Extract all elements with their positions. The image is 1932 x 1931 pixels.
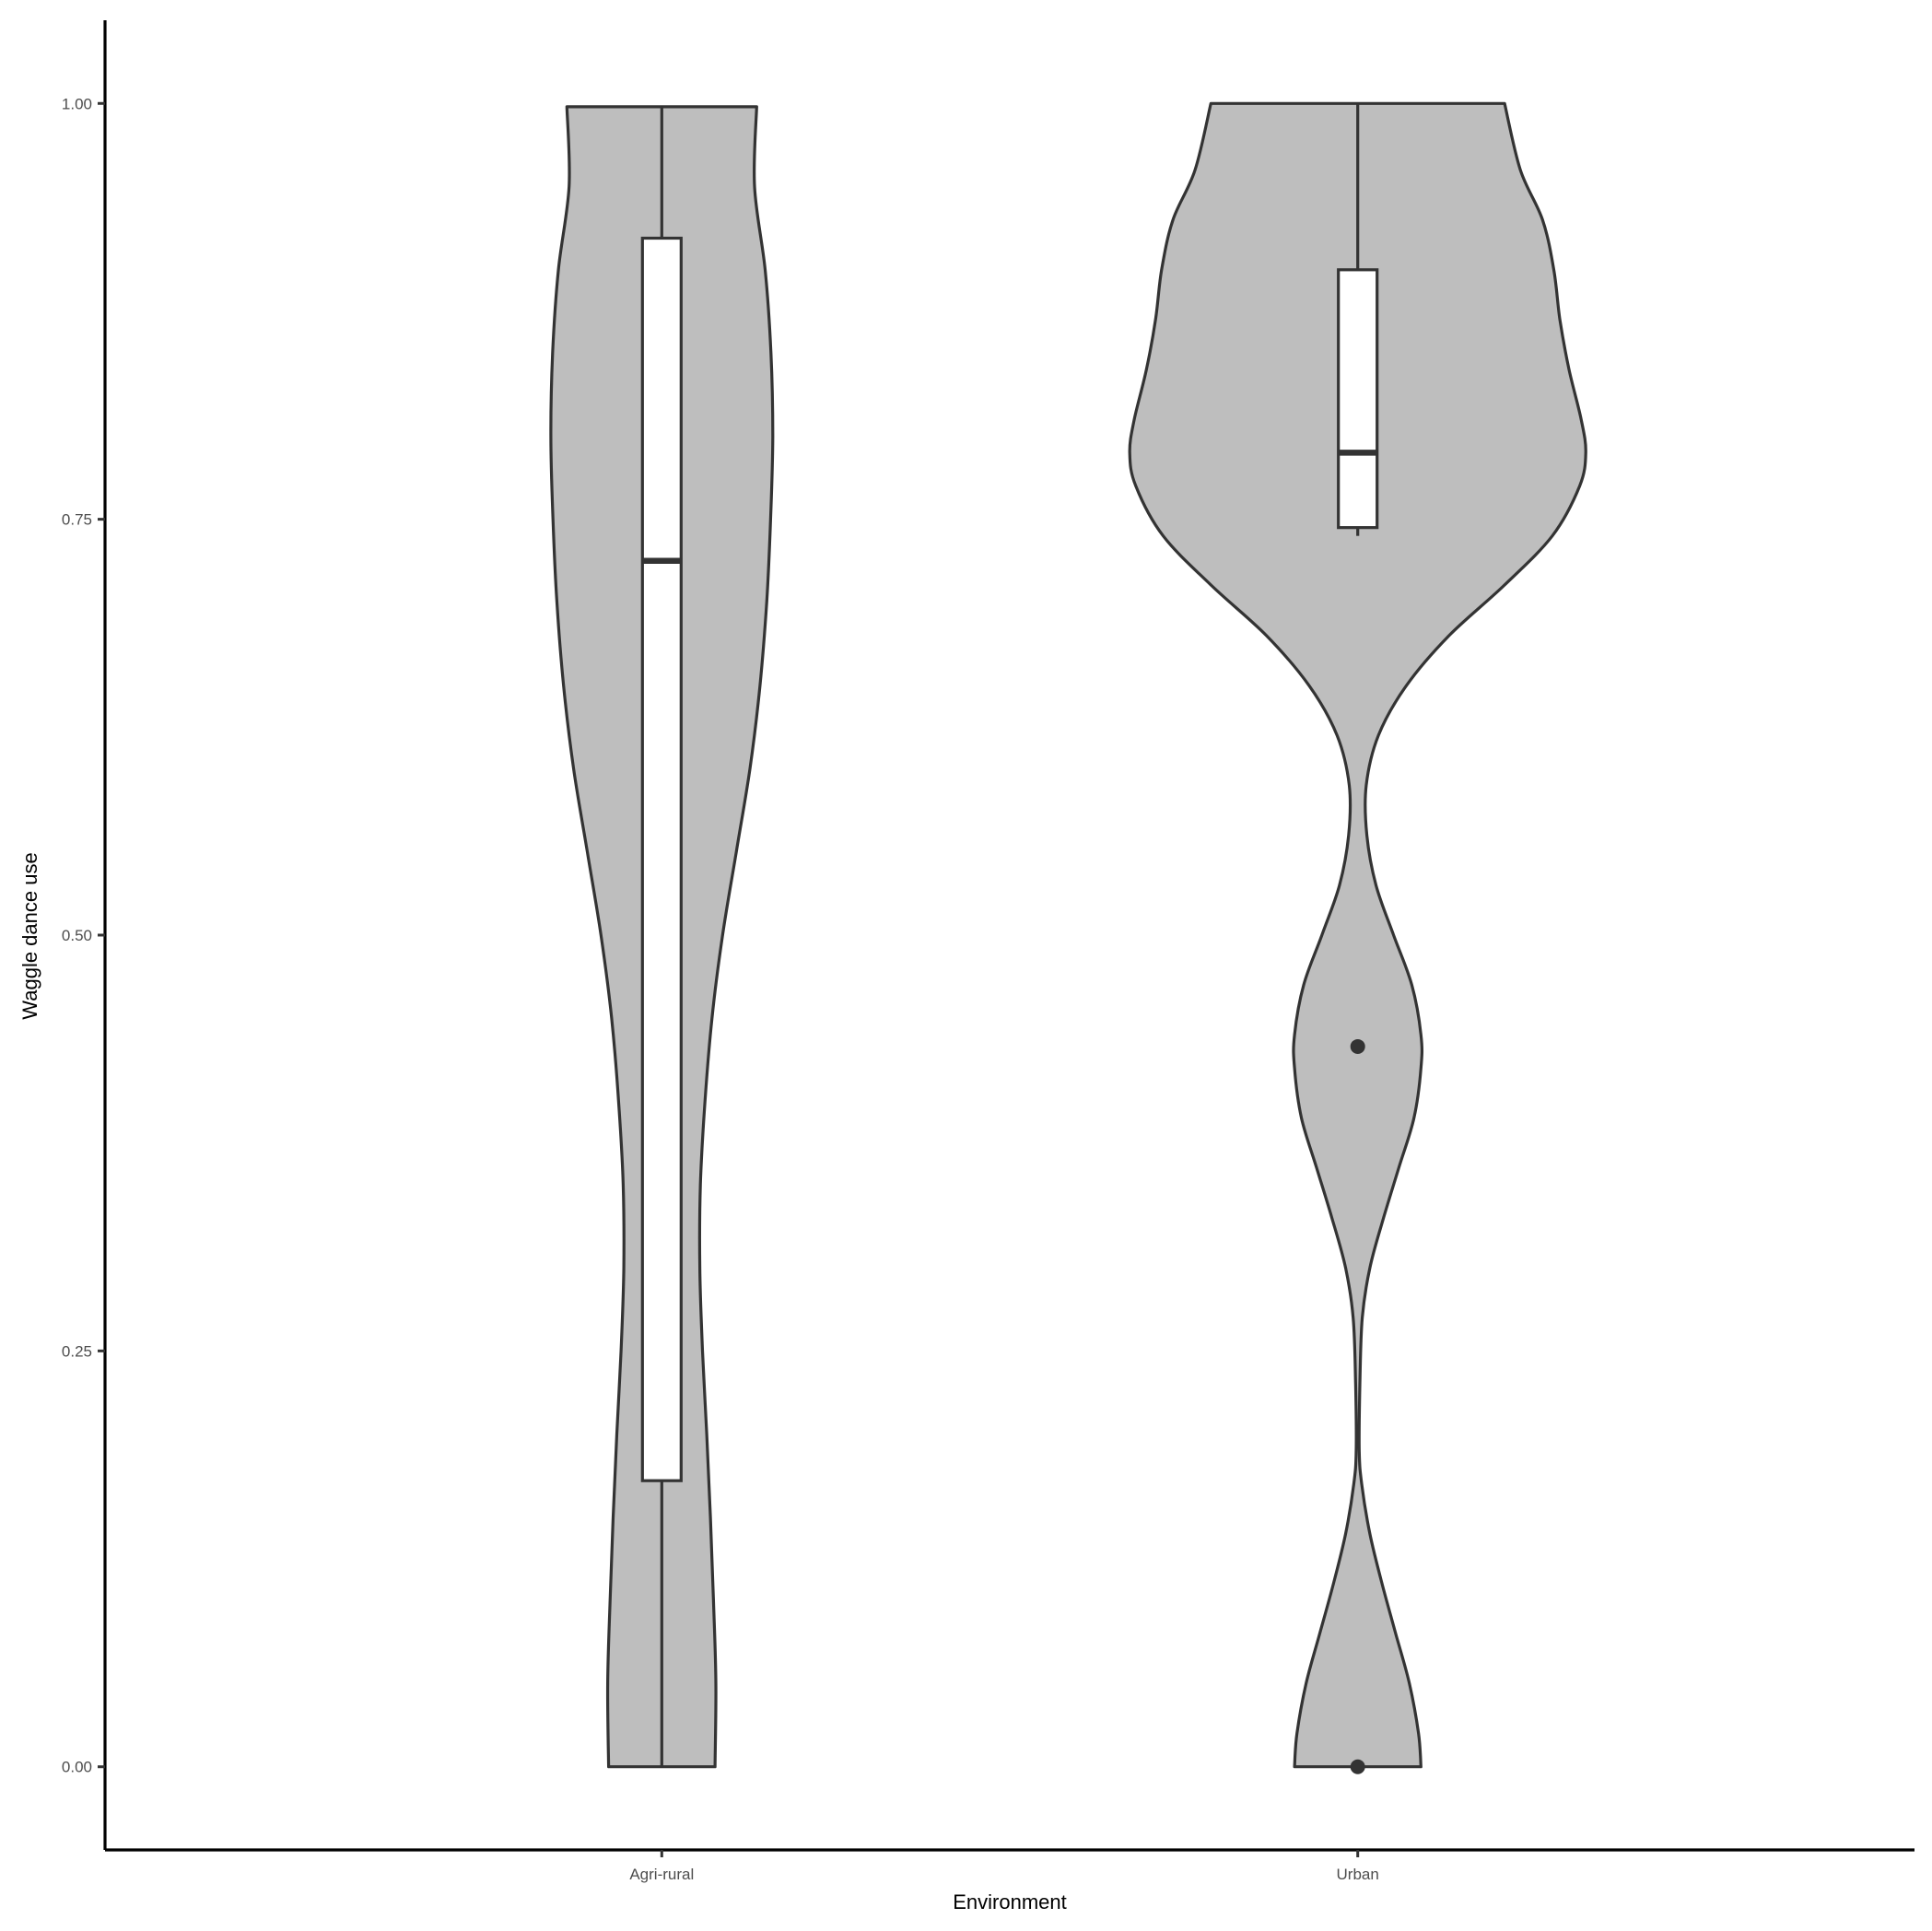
box-iqr — [1337, 268, 1379, 530]
violins-layer — [549, 101, 1587, 1769]
y-tick-label: 0.00 — [62, 1759, 92, 1776]
box-iqr — [640, 236, 683, 1482]
violin-urban — [1128, 101, 1587, 1769]
y-tick-label: 0.75 — [62, 511, 92, 529]
x-axis-ticks: Agri-rural Urban — [629, 1850, 1379, 1883]
outlier-point — [1350, 1759, 1365, 1774]
y-tick-label: 0.25 — [62, 1342, 92, 1360]
y-tick-label: 1.00 — [62, 95, 92, 112]
boxplots-layer — [640, 103, 1379, 1767]
outliers-layer — [1350, 1038, 1365, 1774]
x-axis-title: Environment — [953, 1890, 1067, 1913]
outlier-point — [1350, 1038, 1365, 1054]
x-tick-label: Agri-rural — [629, 1866, 694, 1883]
plot-area — [549, 101, 1587, 1774]
y-axis-ticks: 0.00 0.25 0.50 0.75 1.00 — [62, 95, 105, 1776]
y-tick-label: 0.50 — [62, 927, 92, 944]
x-tick-label: Urban — [1337, 1866, 1379, 1883]
y-axis-title: Waggle dance use — [18, 852, 41, 1019]
